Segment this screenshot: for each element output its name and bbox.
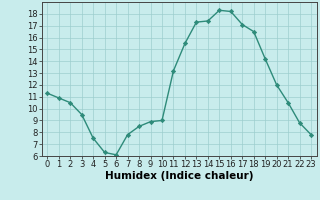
- X-axis label: Humidex (Indice chaleur): Humidex (Indice chaleur): [105, 171, 253, 181]
